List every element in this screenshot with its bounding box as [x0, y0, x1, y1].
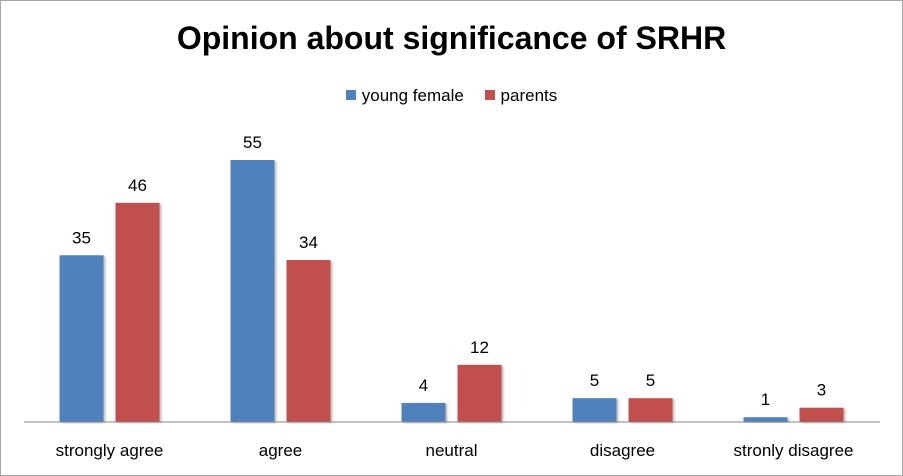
- data-label-parents-neutral: 12: [470, 338, 489, 357]
- legend-swatch-young-female: [345, 90, 356, 100]
- category-label-disagree: disagree: [590, 441, 655, 460]
- legend-entry-young-female: young female: [345, 86, 464, 106]
- data-label-young-female-stronly-disagree: 1: [761, 390, 770, 409]
- legend: young female parents: [0, 86, 903, 106]
- data-label-young-female-disagree: 5: [590, 371, 599, 390]
- chart-title: Opinion about significance of SRHR: [176, 20, 727, 56]
- bar-parents-stronly-disagree: [799, 407, 844, 422]
- bar-young-female-neutral: [401, 402, 446, 422]
- bar-young-female-agree: [230, 160, 275, 422]
- data-label-young-female-agree: 55: [243, 133, 262, 152]
- category-label-neutral: neutral: [426, 441, 478, 460]
- bar-young-female-strongly-agree: [59, 255, 104, 422]
- bar-parents-neutral: [457, 364, 502, 422]
- data-label-parents-strongly-agree: 46: [128, 176, 147, 195]
- bars-layer: [59, 160, 844, 422]
- data-label-parents-agree: 34: [299, 233, 318, 252]
- legend-swatch-parents: [484, 90, 495, 100]
- category-labels-layer: strongly agree agree neutral disagree stronl…: [56, 441, 854, 460]
- category-label-agree: agree: [259, 441, 302, 460]
- data-label-parents-disagree: 5: [646, 371, 655, 390]
- category-label-stronly-disagree: stronly disagree: [733, 441, 853, 460]
- data-label-parents-stronly-disagree: 3: [817, 381, 826, 400]
- legend-label-young-female: young female: [361, 86, 464, 105]
- bar-parents-strongly-agree: [115, 202, 160, 422]
- data-label-young-female-neutral: 4: [419, 376, 428, 395]
- legend-label-parents: parents: [500, 86, 558, 105]
- bar-parents-disagree: [628, 398, 673, 422]
- bar-young-female-disagree: [572, 398, 617, 422]
- bar-parents-agree: [286, 260, 331, 422]
- data-label-young-female-strongly-agree: 35: [72, 228, 91, 247]
- bar-young-female-stronly-disagree: [743, 417, 788, 422]
- category-label-strongly-agree: strongly agree: [56, 441, 164, 460]
- legend-entry-parents: parents: [484, 86, 558, 106]
